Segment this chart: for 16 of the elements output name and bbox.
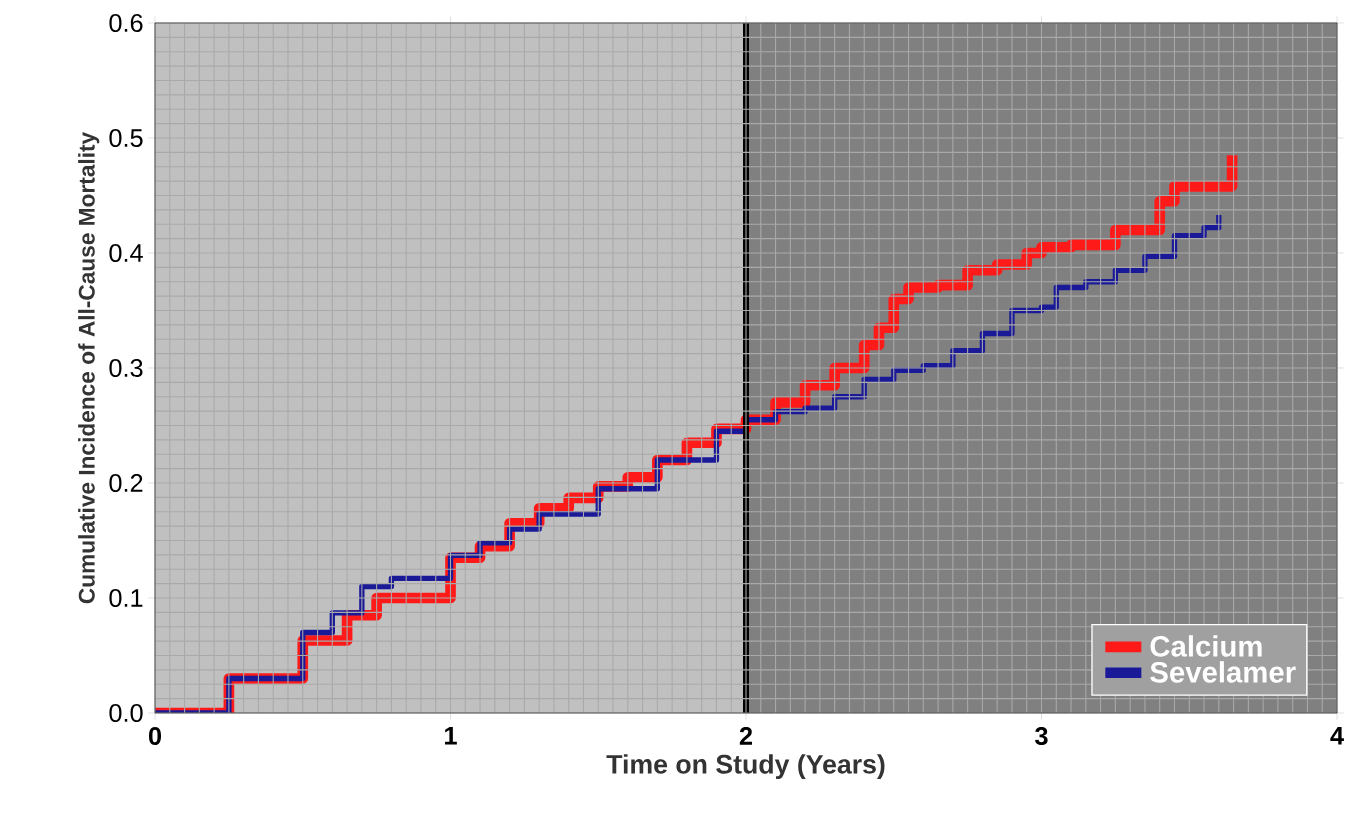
x-tick-label: 4 bbox=[1330, 727, 1344, 745]
y-tick-label: 0.4 bbox=[109, 244, 143, 262]
y-tick-label: 0.5 bbox=[109, 129, 143, 147]
x-tick-label: 3 bbox=[1035, 727, 1048, 746]
x-axis-title: Time on Study (Years) bbox=[606, 754, 885, 780]
y-tick-label: 0.2 bbox=[109, 474, 143, 492]
legend-label: Calcium bbox=[1150, 635, 1262, 657]
x-tick-label: 0 bbox=[148, 727, 162, 745]
legend-label: Sevelamer bbox=[1150, 661, 1296, 683]
x-tick-label: 1 bbox=[445, 727, 457, 745]
y-tick-label: 0.6 bbox=[109, 14, 143, 32]
y-tick-label: 0.1 bbox=[109, 589, 143, 607]
y-tick-label: 0.3 bbox=[109, 359, 143, 377]
y-axis-title: Cumulative Incidence of All-Cause Mortality bbox=[78, 131, 100, 604]
x-tick-label: 2 bbox=[739, 727, 753, 745]
y-tick-label: 0.0 bbox=[109, 704, 143, 722]
